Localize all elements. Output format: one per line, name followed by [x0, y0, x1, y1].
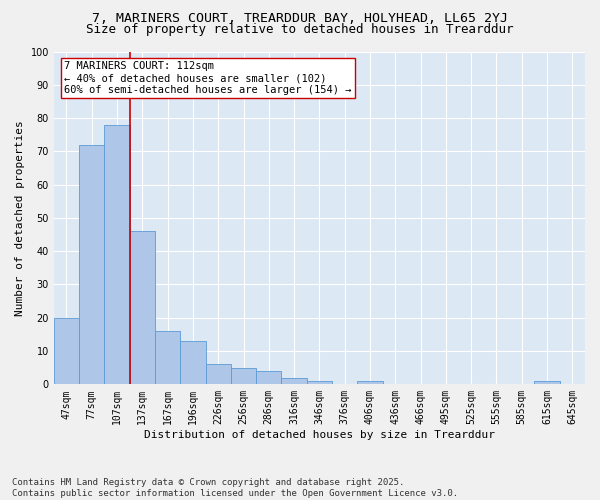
- Bar: [307, 381, 332, 384]
- Text: Size of property relative to detached houses in Trearddur: Size of property relative to detached ho…: [86, 22, 514, 36]
- X-axis label: Distribution of detached houses by size in Trearddur: Distribution of detached houses by size …: [144, 430, 495, 440]
- Bar: [231, 368, 256, 384]
- Text: Contains HM Land Registry data © Crown copyright and database right 2025.
Contai: Contains HM Land Registry data © Crown c…: [12, 478, 458, 498]
- Bar: [535, 381, 560, 384]
- Bar: [180, 341, 206, 384]
- Text: 7 MARINERS COURT: 112sqm
← 40% of detached houses are smaller (102)
60% of semi-: 7 MARINERS COURT: 112sqm ← 40% of detach…: [64, 62, 352, 94]
- Bar: [155, 331, 180, 384]
- Bar: [130, 231, 155, 384]
- Bar: [281, 378, 307, 384]
- Bar: [79, 144, 104, 384]
- Bar: [206, 364, 231, 384]
- Bar: [358, 381, 383, 384]
- Bar: [54, 318, 79, 384]
- Bar: [256, 371, 281, 384]
- Bar: [104, 124, 130, 384]
- Y-axis label: Number of detached properties: Number of detached properties: [15, 120, 25, 316]
- Text: 7, MARINERS COURT, TREARDDUR BAY, HOLYHEAD, LL65 2YJ: 7, MARINERS COURT, TREARDDUR BAY, HOLYHE…: [92, 12, 508, 26]
